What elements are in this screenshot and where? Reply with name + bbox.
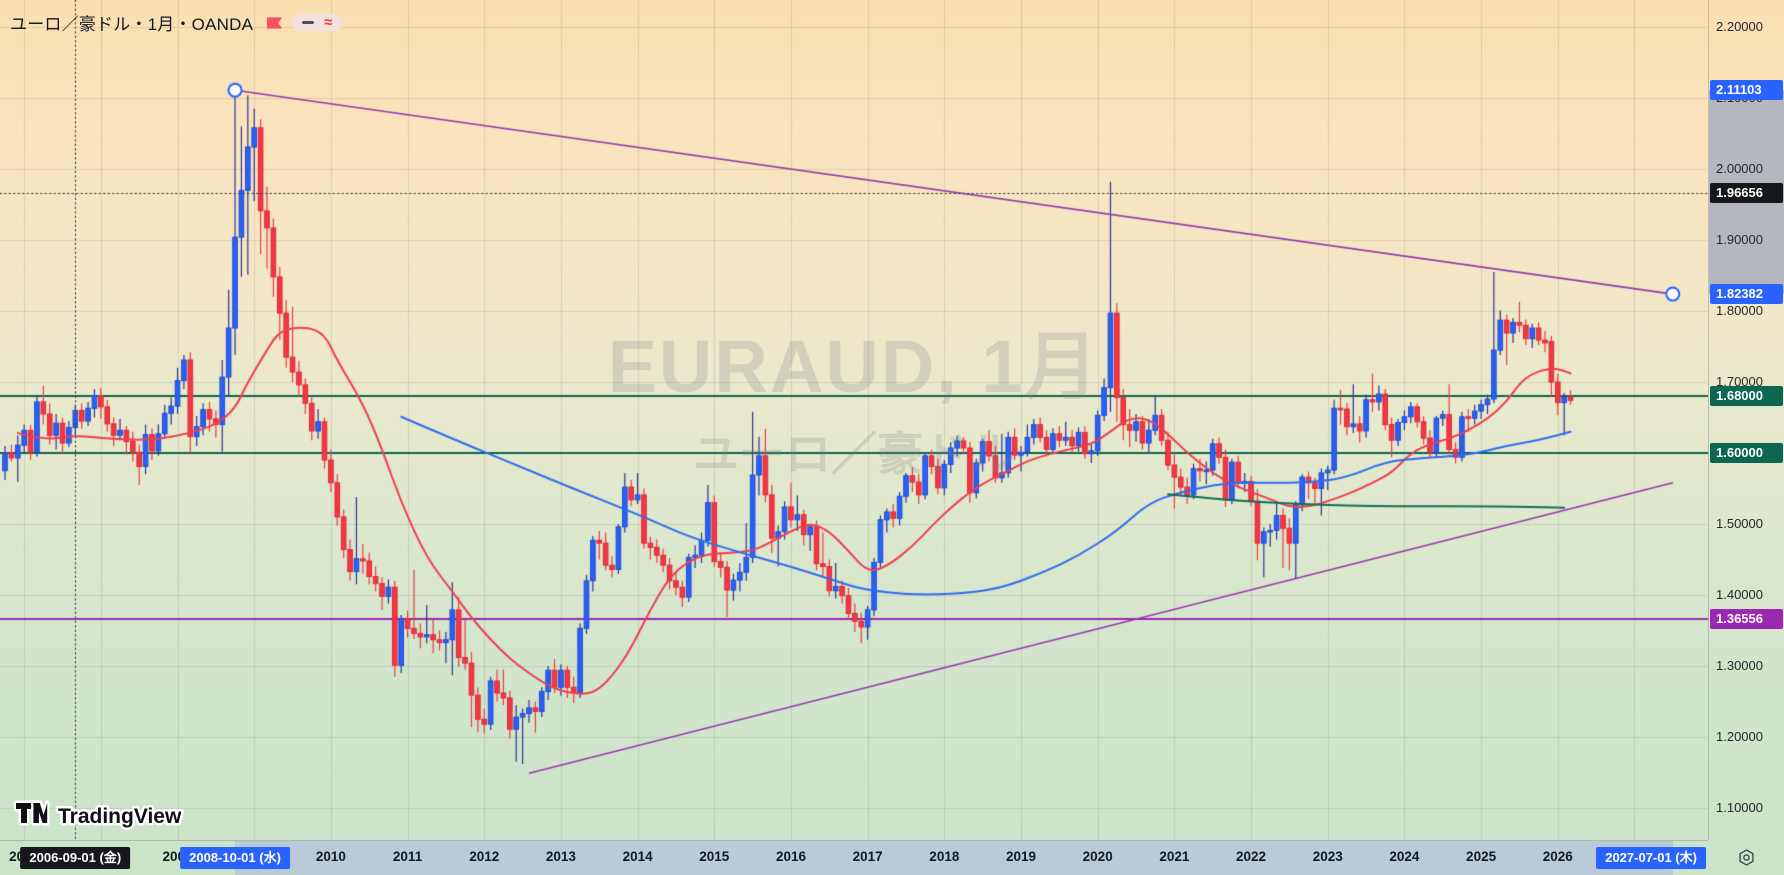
price-label-pill: 1.60000 (1710, 443, 1783, 463)
price-tick: 1.30000 (1716, 658, 1763, 673)
year-label: 2016 (775, 849, 806, 864)
date-label-pill: 2027-07-01 (木) (1596, 847, 1706, 869)
year-label: 2010 (315, 849, 346, 864)
symbol-title[interactable]: ユーロ／豪ドル・1月・OANDA (10, 15, 254, 34)
legend-quick-actions[interactable]: ≈ (292, 14, 343, 31)
year-label: 2019 (1005, 849, 1037, 864)
year-label: 2018 (929, 849, 960, 864)
price-tick: 1.80000 (1716, 303, 1763, 318)
symbol-legend: ユーロ／豪ドル・1月・OANDA ≈ (10, 10, 343, 35)
year-label: 2024 (1389, 849, 1420, 864)
year-label: 2020 (1082, 849, 1113, 864)
price-tick: 2.00000 (1716, 161, 1763, 176)
price-label-pill: 1.68000 (1710, 386, 1783, 407)
axis-settings-corner[interactable] (1708, 840, 1784, 875)
price-label-pill: 1.36556 (1710, 609, 1783, 630)
approx-icon[interactable]: ≈ (324, 14, 333, 31)
flag-icon[interactable] (266, 16, 283, 30)
year-label: 2025 (1466, 849, 1497, 864)
price-tick: 1.90000 (1716, 232, 1763, 247)
price-label-pill: 2.11103 (1710, 80, 1783, 101)
chart-plot-area[interactable]: EURAUD, 1月 ユーロ／豪ドル ユーロ／豪ドル・1月・OANDA ≈ Tr… (0, 0, 1708, 840)
price-tick: 1.10000 (1716, 800, 1763, 815)
price-tick: 1.50000 (1716, 516, 1763, 531)
chart-canvas[interactable] (0, 0, 1708, 840)
tradingview-logo[interactable]: TradingView (14, 796, 224, 830)
year-label: 2015 (699, 849, 730, 864)
price-tick: 2.20000 (1716, 19, 1763, 34)
axis-settings-gear-icon[interactable] (1738, 849, 1755, 866)
year-label: 2026 (1542, 849, 1573, 864)
year-label: 2013 (545, 849, 576, 864)
time-axis-selection-band (235, 841, 1673, 875)
price-tick: 1.70000 (1716, 374, 1763, 389)
year-label: 2023 (1312, 849, 1343, 864)
svg-text:TradingView: TradingView (58, 805, 182, 828)
price-label-pill: 1.96656 (1710, 182, 1783, 203)
year-label: 2017 (852, 849, 883, 864)
price-tick: 1.40000 (1716, 587, 1763, 602)
year-label: 2011 (392, 849, 423, 864)
year-label: 2022 (1236, 849, 1267, 864)
date-label-pill: 2006-09-01 (金) (20, 847, 131, 869)
dash-icon[interactable] (302, 21, 315, 24)
year-label: 2012 (469, 849, 500, 864)
time-axis[interactable]: 2006200720082009201020112012201320142015… (0, 840, 1708, 875)
date-label-pill: 2008-10-01 (水) (180, 847, 290, 869)
price-axis[interactable]: 2.200002.100002.000001.900001.800001.700… (1708, 0, 1784, 840)
price-tick: 1.20000 (1716, 729, 1763, 744)
price-label-pill: 1.82382 (1710, 284, 1783, 305)
year-label: 2014 (622, 849, 653, 864)
year-label: 2021 (1159, 849, 1190, 864)
